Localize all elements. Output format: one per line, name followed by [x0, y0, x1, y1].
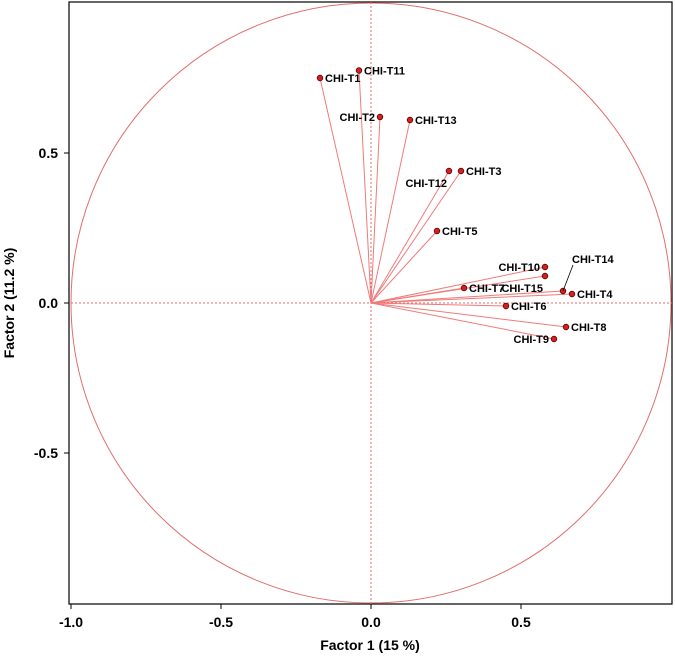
loading-vector	[319, 77, 372, 304]
loading-vector	[370, 266, 546, 304]
point-label: CHI-T8	[571, 322, 606, 334]
point-label: CHI-T4	[577, 289, 613, 301]
point-label: CHI-T2	[340, 112, 375, 124]
x-axis-title: Factor 1 (15 %)	[320, 637, 420, 653]
loading-point	[541, 272, 549, 280]
loading-vector	[370, 119, 411, 304]
y-axis-ticks: 0.5 0.0 -0.5	[34, 145, 69, 461]
point-label: CHI-T3	[466, 166, 501, 178]
y-tick-label: 0.5	[39, 145, 59, 161]
point-label: CHI-T7	[469, 283, 504, 295]
x-tick-label: -0.5	[209, 614, 233, 630]
loading-point	[355, 67, 363, 74]
loading-point	[316, 74, 324, 82]
point-label: CHI-T13	[415, 115, 457, 127]
loading-vector	[370, 302, 507, 307]
point-label: CHI-T6	[511, 301, 546, 313]
loading-points	[316, 67, 576, 343]
loading-point	[457, 167, 465, 175]
point-label: CHI-T12	[405, 178, 447, 190]
loading-vector	[370, 170, 462, 304]
loading-point	[550, 335, 558, 343]
loading-vector	[370, 302, 555, 340]
loading-vector	[370, 170, 450, 304]
x-axis-ticks: -1.0 -0.5 0.0 0.5	[59, 604, 531, 630]
loading-vector	[370, 230, 438, 304]
loading-point	[502, 302, 510, 310]
point-label: CHI-T1	[325, 73, 360, 85]
loading-vector	[370, 287, 465, 304]
loading-vector	[370, 293, 573, 304]
loading-point	[568, 290, 576, 298]
loading-point	[460, 284, 468, 292]
loading-point	[562, 323, 570, 331]
x-tick-label: 0.5	[511, 614, 531, 630]
label-leader-line	[562, 264, 574, 292]
y-tick-label: -0.5	[34, 445, 58, 461]
point-label: CHI-T11	[364, 66, 405, 78]
loading-vector	[358, 70, 372, 304]
x-tick-label: 0.0	[361, 614, 381, 630]
point-label: CHI-T10	[498, 262, 540, 274]
point-label: CHI-T9	[514, 334, 549, 346]
point-label: CHI-T14	[572, 254, 614, 266]
loading-point	[376, 113, 384, 121]
loading-point	[541, 263, 549, 271]
loading-point	[433, 227, 441, 235]
unit-circle	[70, 2, 672, 604]
loading-vector	[370, 116, 381, 304]
y-axis-title: Factor 2 (11.2 %)	[1, 248, 17, 359]
loading-vector	[370, 302, 567, 328]
point-label: CHI-T15	[501, 283, 543, 295]
loading-vectors	[319, 70, 573, 340]
y-tick-label: 0.0	[39, 295, 59, 311]
loading-point	[445, 167, 453, 175]
point-labels: CHI-T1 CHI-T11 CHI-T2 CHI-T13 CHI-T3 CHI-T12 C…	[325, 66, 614, 347]
x-tick-label: -1.0	[59, 614, 83, 630]
loading-vector	[370, 290, 564, 304]
point-label: CHI-T5	[442, 226, 477, 238]
loading-point	[406, 116, 414, 124]
